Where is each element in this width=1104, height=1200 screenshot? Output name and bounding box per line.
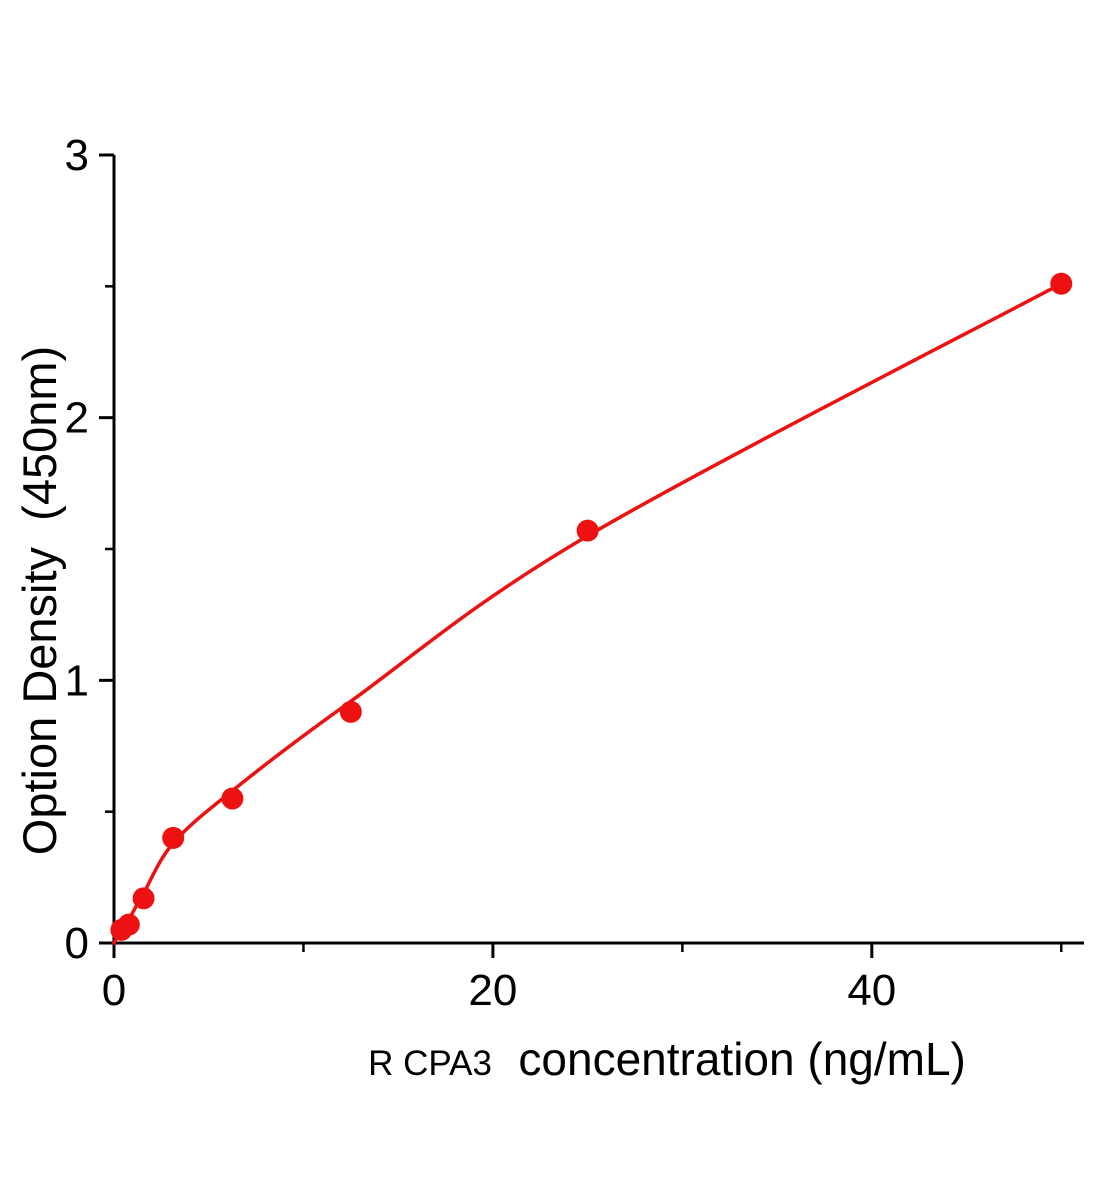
data-point xyxy=(132,887,155,910)
y-tick-label: 2 xyxy=(65,394,89,443)
data-point xyxy=(162,826,185,849)
x-tick-label: 20 xyxy=(468,966,517,1015)
x-tick-label: 0 xyxy=(102,966,126,1015)
data-point xyxy=(339,700,362,723)
y-tick-label: 3 xyxy=(65,131,89,180)
x-axis-label-prefix: R CPA3 xyxy=(368,1044,492,1083)
y-tick-label: 0 xyxy=(65,919,89,968)
data-point xyxy=(576,519,599,542)
data-point xyxy=(1050,272,1073,295)
data-point xyxy=(117,913,140,936)
x-axis-label-main: concentration (ng/mL) xyxy=(518,1033,966,1085)
y-tick-label: 1 xyxy=(65,656,89,705)
x-axis-label: R CPA3 concentration (ng/mL) xyxy=(230,1032,1104,1086)
fit-curve xyxy=(112,281,1064,945)
data-point xyxy=(221,787,244,810)
x-tick-label: 40 xyxy=(847,966,896,1015)
